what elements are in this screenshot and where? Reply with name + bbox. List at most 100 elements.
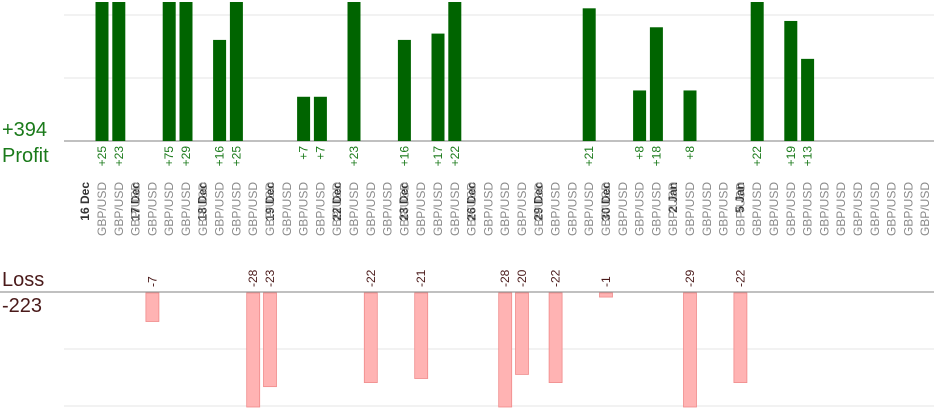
- profit-value-label: +17: [431, 146, 445, 167]
- pair-label: GBP/USD: [347, 182, 361, 236]
- pair-label: GBP/USD: [801, 182, 815, 236]
- profit-bar: [633, 90, 647, 141]
- loss-bar: [498, 292, 513, 408]
- pair-label: GBP/USD: [649, 182, 663, 236]
- pair-label: GBP/USD: [851, 182, 865, 236]
- profit-bar: [801, 58, 815, 142]
- pair-label: GBP/USD: [297, 182, 311, 236]
- pair-label: GBP/USD: [465, 182, 479, 236]
- pair-label: GBP/USD: [750, 182, 764, 236]
- loss-value-label: -1: [599, 276, 613, 287]
- profit-value-label: +21: [582, 146, 596, 167]
- pair-label: GBP/USD: [364, 182, 378, 236]
- profit-value-label: +23: [347, 146, 361, 167]
- profit-bar: [397, 39, 411, 142]
- pair-label: GBP/USD: [683, 182, 697, 236]
- profit-value-label: +16: [397, 146, 411, 167]
- date-label: 18 Dec: [196, 182, 210, 221]
- loss-total: -223: [2, 295, 43, 317]
- profit-bar: [582, 8, 596, 142]
- date-label: 23 Dec: [397, 182, 411, 221]
- pair-label: GBP/USD: [196, 182, 210, 236]
- pair-label: GBP/USD: [112, 182, 126, 236]
- loss-value-label: -28: [246, 269, 260, 287]
- pair-label: GBP/USD: [901, 182, 915, 236]
- pair-label: GBP/USD: [918, 182, 932, 236]
- pair-label: GBP/USD: [381, 182, 395, 236]
- date-label: 17 Dec: [128, 182, 142, 221]
- pair-label: GBP/USD: [95, 182, 109, 236]
- date-label: 22 Dec: [330, 182, 344, 221]
- profit-bar: [347, 2, 361, 141]
- loss-bar: [363, 292, 378, 383]
- pair-label: GBP/USD: [330, 182, 344, 236]
- profit-value-label: +19: [784, 146, 798, 167]
- pair-label: GBP/USD: [834, 182, 848, 236]
- loss-bar: [599, 292, 613, 298]
- profit-bar: [112, 2, 126, 141]
- profit-value-label: +8: [683, 146, 697, 160]
- profit-bar: [649, 27, 663, 141]
- loss-value-label: -20: [515, 269, 529, 287]
- profit-value-label: +7: [297, 146, 311, 160]
- profit-bar: [313, 96, 327, 141]
- pair-label: GBP/USD: [129, 182, 143, 236]
- profit-value-label: +13: [801, 146, 815, 167]
- profit-label: Profit: [2, 145, 49, 167]
- pair-label: GBP/USD: [565, 182, 579, 236]
- profit-bar: [750, 2, 764, 141]
- pair-label: GBP/USD: [263, 182, 277, 236]
- pair-label: GBP/USD: [784, 182, 798, 236]
- date-label: 5 Jan: [733, 182, 747, 213]
- pair-label: GBP/USD: [498, 182, 512, 236]
- profit-value-label: +22: [750, 146, 764, 167]
- pair-label: GBP/USD: [313, 182, 327, 236]
- profit-bar: [179, 2, 193, 141]
- pair-label: GBP/USD: [229, 182, 243, 236]
- pair-label: GBP/USD: [666, 182, 680, 236]
- loss-bar: [246, 292, 261, 408]
- profit-value-label: +25: [95, 146, 109, 167]
- loss-bar: [548, 292, 563, 383]
- loss-value-label: -22: [364, 269, 378, 287]
- profit-value-label: +29: [179, 146, 193, 167]
- profit-value-label: +7: [313, 146, 327, 160]
- pair-label: GBP/USD: [717, 182, 731, 236]
- pair-label: GBP/USD: [145, 182, 159, 236]
- profit-bar: [95, 2, 109, 141]
- pair-label: GBP/USD: [549, 182, 563, 236]
- date-label: 26 Dec: [464, 182, 478, 221]
- pair-label: GBP/USD: [448, 182, 462, 236]
- pair-label: GBP/USD: [246, 182, 260, 236]
- pair-label: GBP/USD: [414, 182, 428, 236]
- pair-label: GBP/USD: [179, 182, 193, 236]
- date-label: 29 Dec: [532, 182, 546, 221]
- pair-label: GBP/USD: [599, 182, 613, 236]
- profit-value-label: +18: [649, 146, 663, 167]
- pair-label: GBP/USD: [633, 182, 647, 236]
- pair-label: GBP/USD: [616, 182, 630, 236]
- pair-label: GBP/USD: [481, 182, 495, 236]
- profit-bar: [784, 20, 798, 142]
- pair-label: GBP/USD: [733, 182, 747, 236]
- loss-value-label: -28: [498, 269, 512, 287]
- profit-value-label: +8: [633, 146, 647, 160]
- loss-bar: [683, 292, 697, 408]
- profit-bar: [229, 2, 243, 141]
- pair-label: GBP/USD: [700, 182, 714, 236]
- pair-label: GBP/USD: [532, 182, 546, 236]
- profit-value-label: +75: [162, 146, 176, 167]
- pair-label: GBP/USD: [280, 182, 294, 236]
- pair-label: GBP/USD: [885, 182, 899, 236]
- loss-value-label: -22: [549, 269, 563, 287]
- pair-label: GBP/USD: [162, 182, 176, 236]
- loss-label: Loss: [2, 269, 45, 291]
- profit-bar: [431, 33, 445, 141]
- loss-value-label: -23: [263, 269, 277, 287]
- pair-label: GBP/USD: [431, 182, 445, 236]
- pair-label: GBP/USD: [582, 182, 596, 236]
- loss-bar: [414, 292, 429, 379]
- loss-bar: [145, 292, 160, 322]
- date-label: 16 Dec: [78, 182, 92, 221]
